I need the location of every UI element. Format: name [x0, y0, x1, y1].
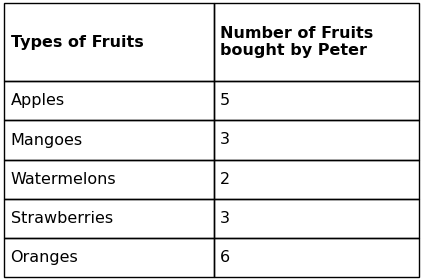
Text: Oranges: Oranges [11, 250, 78, 265]
Text: Mangoes: Mangoes [11, 132, 83, 148]
Bar [4, 120, 214, 160]
Text: Watermelons: Watermelons [11, 172, 116, 187]
Bar [214, 199, 419, 238]
Text: 3: 3 [220, 132, 230, 148]
Bar [214, 160, 419, 199]
Text: 2: 2 [220, 172, 230, 187]
Bar [4, 160, 214, 199]
Bar [4, 3, 214, 81]
Bar [4, 81, 214, 120]
Text: Apples: Apples [11, 93, 65, 108]
Bar [214, 120, 419, 160]
Bar [214, 238, 419, 277]
Text: Number of Fruits
bought by Peter: Number of Fruits bought by Peter [220, 26, 373, 58]
Bar [4, 238, 214, 277]
Text: 3: 3 [220, 211, 230, 226]
Bar [214, 81, 419, 120]
Text: Strawberries: Strawberries [11, 211, 113, 226]
Bar [4, 199, 214, 238]
Text: 5: 5 [220, 93, 230, 108]
Text: Types of Fruits: Types of Fruits [11, 34, 143, 50]
Text: 6: 6 [220, 250, 230, 265]
Bar [214, 3, 419, 81]
